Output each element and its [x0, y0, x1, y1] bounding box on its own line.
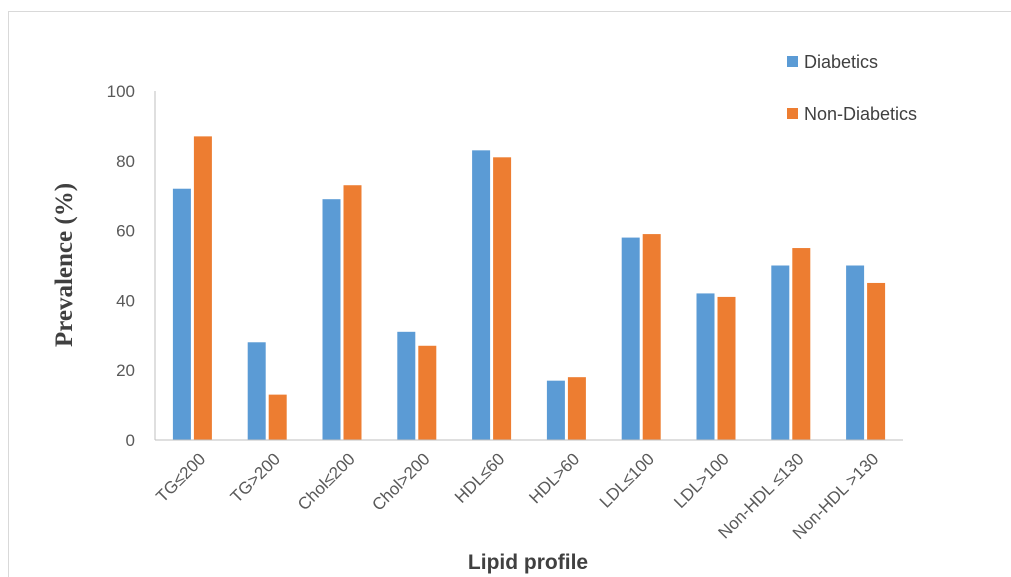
bar-diabetics	[846, 265, 865, 440]
bars	[172, 136, 886, 440]
legend-swatch	[787, 56, 798, 67]
legend-swatch	[787, 108, 798, 119]
bar-diabetics	[247, 342, 266, 440]
bar-diabetics	[771, 265, 790, 440]
x-tick-label: LDL≤100	[596, 449, 658, 511]
y-tick-label: 80	[116, 152, 135, 171]
bar-diabetics	[546, 380, 565, 440]
y-tick-label: 100	[107, 82, 135, 101]
x-tick-label: TG>200	[227, 449, 284, 506]
x-tick-label: Chol>200	[368, 449, 433, 514]
y-tick-label: 60	[116, 222, 135, 241]
bar-diabetics	[696, 293, 715, 440]
y-tick-label: 0	[126, 431, 135, 450]
y-axis-title: Prevalence (%)	[51, 183, 78, 347]
bar-diabetics	[322, 199, 341, 440]
bar-non-diabetics	[493, 157, 512, 440]
bar-non-diabetics	[418, 345, 437, 440]
bar-non-diabetics	[343, 185, 362, 440]
x-tick-label: TG≤200	[152, 449, 209, 506]
bar-non-diabetics	[567, 377, 586, 440]
bar-diabetics	[472, 150, 491, 440]
bar-non-diabetics	[867, 282, 886, 440]
bar-non-diabetics	[792, 248, 811, 440]
x-tick-label: LDL>100	[670, 449, 733, 512]
x-tick-label: HDL≤60	[451, 449, 508, 506]
bar-non-diabetics	[268, 394, 287, 440]
y-tick-label: 20	[116, 361, 135, 380]
bar-non-diabetics	[717, 296, 736, 440]
bar-non-diabetics	[193, 136, 212, 440]
x-axis-title: Lipid profile	[468, 551, 588, 574]
y-tick-label: 40	[116, 291, 135, 310]
x-tick-label: HDL>60	[525, 449, 583, 507]
x-tick-label: Chol≤200	[294, 449, 359, 514]
bar-diabetics	[397, 331, 416, 440]
y-axis: 0 20 40 60 80 100	[107, 82, 156, 450]
bar-diabetics	[621, 237, 640, 440]
legend-label: Diabetics	[804, 52, 878, 72]
bar-non-diabetics	[642, 234, 661, 440]
legend-label: Non-Diabetics	[804, 104, 917, 124]
x-axis: TG≤200 TG>200 Chol≤200 Chol>200 HDL≤60 HDL>60…	[152, 439, 903, 543]
legend: Diabetics Non-Diabetics	[787, 52, 917, 124]
bar-diabetics	[172, 188, 191, 440]
